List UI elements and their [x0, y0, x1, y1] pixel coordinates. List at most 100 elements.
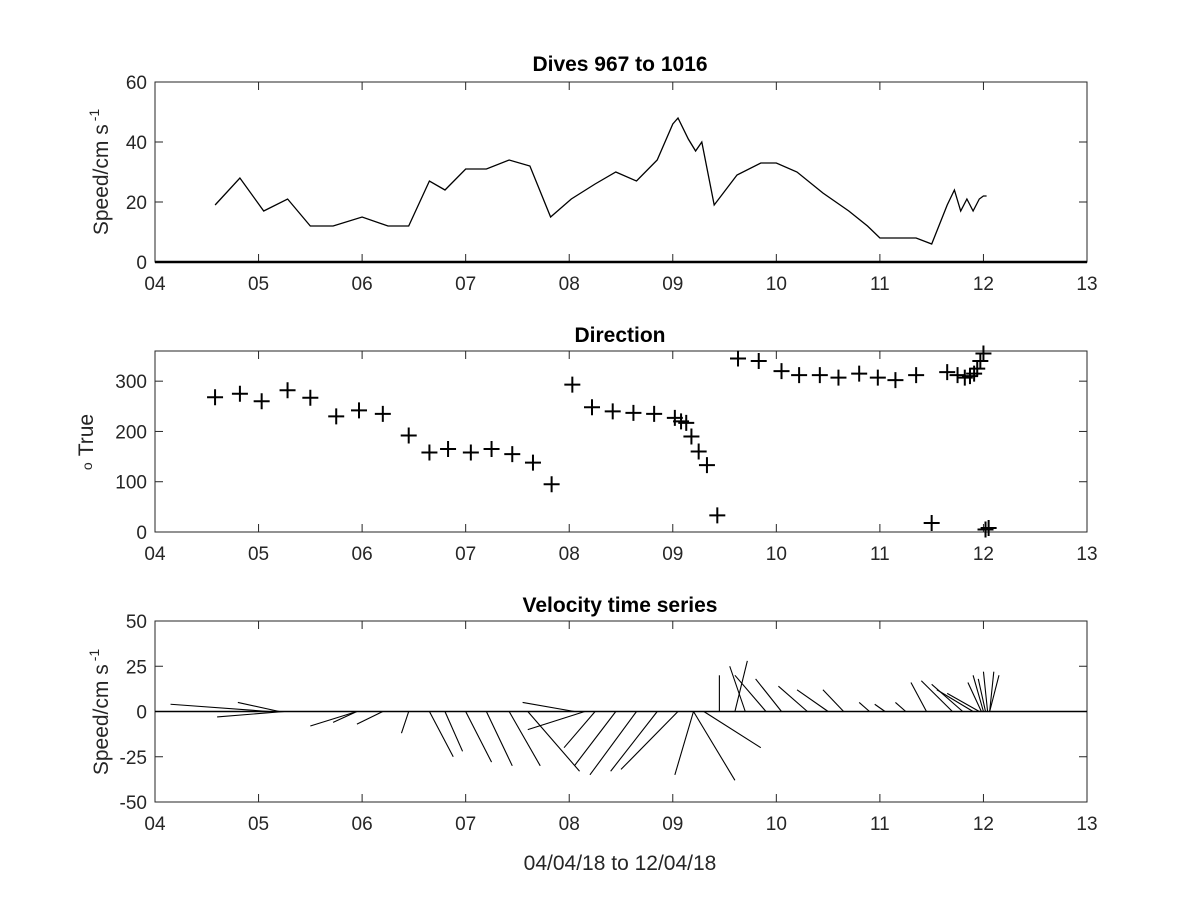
direction-panel: Direction o True 04 05 06 07 08 09 10 11 12 13 0 100…: [75, 324, 1098, 565]
velocity-panel-vector: [674, 711, 695, 776]
velocity-panel-vector: [217, 710, 285, 718]
speed-panel-title: Dives 967 to 1016: [532, 53, 707, 76]
direction-panel-point: [923, 514, 940, 531]
velocity-panel-ytick-label: -25: [120, 748, 147, 769]
direction-panel-point: [678, 414, 695, 431]
velocity-panel-vector: [982, 671, 989, 712]
velocity-panel-vector: [822, 689, 845, 712]
velocity-panel-vector: [755, 678, 782, 712]
velocity-panel-vector: [444, 711, 464, 752]
velocity-panel-vector: [400, 711, 410, 734]
velocity-panel-xtick-label: 08: [559, 814, 580, 835]
direction-panel-point: [811, 367, 828, 384]
speed-panel: Dives 967 to 1016 Speed/cm s -1 04 05 06 07 0…: [86, 53, 1098, 295]
direction-panel-point: [869, 369, 886, 386]
velocity-panel-vector: [920, 680, 953, 712]
direction-panel-point: [253, 393, 270, 410]
direction-panel-xtick-label: 11: [870, 544, 890, 565]
velocity-panel-vector: [170, 703, 269, 713]
velocity-panel-ytick-label: 25: [126, 657, 147, 678]
direction-panel-point: [584, 399, 601, 416]
direction-panel-point: [351, 402, 368, 419]
direction-panel-xtick-label: 04: [144, 544, 166, 565]
direction-panel-point: [830, 369, 847, 386]
speed-panel-xtick-label: 04: [144, 274, 166, 295]
direction-panel-point: [791, 367, 808, 384]
direction-panel-point: [980, 519, 997, 536]
direction-panel-point: [543, 476, 560, 493]
velocity-panel-xtick-label: 06: [352, 814, 373, 835]
velocity-panel-ylabel: Speed/cm s -1: [86, 649, 113, 776]
direction-panel-point: [683, 428, 700, 445]
direction-panel-xtick-label: 13: [1076, 544, 1097, 565]
velocity-panel-vector: [508, 711, 541, 767]
speed-panel-ylabel: Speed/cm s -1: [86, 109, 113, 236]
direction-panel-ytick-label: 0: [136, 523, 147, 544]
direction-panel-point: [604, 403, 621, 420]
direction-panel-point: [328, 408, 345, 425]
velocity-panel-xtick-label: 13: [1076, 814, 1097, 835]
velocity-panel-vector: [485, 711, 513, 767]
velocity-panel-vector: [527, 710, 585, 731]
direction-panel-ytick-label: 100: [115, 473, 147, 494]
velocity-panel-ytick-label: -50: [120, 793, 147, 814]
direction-panel-point: [690, 443, 707, 460]
velocity-panel: Velocity time series Speed/cm s -1 04/04/…: [86, 594, 1098, 875]
velocity-panel-vector: [946, 692, 980, 712]
velocity-panel-vector: [703, 711, 762, 749]
velocity-panel-vector: [796, 689, 829, 712]
speed-panel-xtick-label: 12: [973, 274, 994, 295]
direction-panel-point: [207, 389, 224, 406]
velocity-panel-vector: [589, 711, 637, 776]
direction-panel-xtick-label: 12: [973, 544, 994, 565]
direction-panel-point: [421, 444, 438, 461]
direction-panel-point: [504, 446, 521, 463]
speed-panel-xtick-label: 09: [662, 274, 683, 295]
direction-panel-point: [625, 404, 642, 421]
velocity-panel-vector: [931, 683, 964, 712]
velocity-panel-vector: [895, 702, 907, 712]
velocity-panel-vector: [563, 711, 596, 749]
direction-panel-point: [977, 521, 994, 538]
velocity-panel-vector: [620, 711, 679, 770]
speed-panel-ytick-label: 40: [126, 133, 147, 154]
speed-panel-ylabel-text: Speed/cm s: [90, 124, 113, 235]
speed-panel-series-line: [214, 116, 987, 245]
velocity-panel-vector: [989, 671, 995, 712]
direction-panel-point: [709, 507, 726, 524]
direction-panel-point: [374, 405, 391, 422]
direction-panel-xtick-label: 08: [559, 544, 580, 565]
velocity-panel-xtick-label: 10: [766, 814, 787, 835]
direction-panel-point: [908, 367, 925, 384]
direction-panel-axes-box: [154, 350, 1088, 533]
velocity-panel-ylabel-text: Speed/cm s: [90, 664, 113, 775]
velocity-panel-ylabel-sup: -1: [86, 649, 102, 662]
direction-panel-xtick-label: 05: [248, 544, 269, 565]
velocity-panel-vector: [522, 701, 575, 713]
velocity-panel-vector: [778, 685, 808, 712]
velocity-panel-ytick-label: 50: [126, 612, 147, 633]
direction-panel-point: [961, 368, 978, 385]
direction-panel-ytick-label: 300: [115, 372, 147, 393]
direction-panel-point: [773, 363, 790, 380]
direction-panel-point: [949, 367, 966, 384]
velocity-panel-xtick-label: 11: [870, 814, 890, 835]
direction-panel-point: [400, 427, 417, 444]
direction-panel-ylabel-text: True: [75, 414, 98, 456]
direction-panel-xtick-label: 10: [766, 544, 787, 565]
velocity-panel-vector: [989, 675, 1000, 712]
speed-panel-ylabel-sup: -1: [86, 109, 102, 122]
velocity-panel-vector: [573, 711, 617, 767]
velocity-panel-vector: [693, 711, 736, 781]
direction-panel-point: [698, 457, 715, 474]
velocity-panel-ytick-label: 0: [136, 703, 147, 724]
direction-panel-ytick-label: 200: [115, 422, 147, 443]
direction-panel-point: [440, 441, 457, 458]
direction-panel-point: [851, 365, 868, 382]
speed-panel-xtick-label: 13: [1076, 274, 1097, 295]
velocity-panel-vector: [874, 703, 886, 712]
direction-panel-point: [462, 444, 479, 461]
velocity-panel-vector: [734, 660, 748, 712]
